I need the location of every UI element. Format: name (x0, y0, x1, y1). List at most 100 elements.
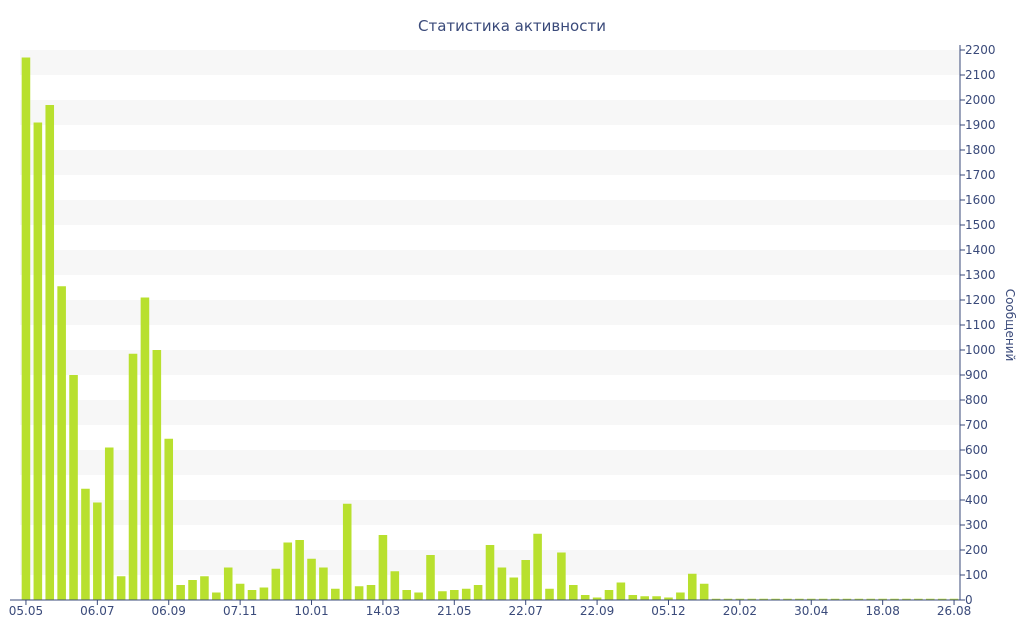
bar (676, 592, 685, 600)
bar (914, 598, 923, 600)
bar (366, 585, 376, 600)
bar (902, 598, 911, 600)
bar (723, 598, 733, 600)
grid-band (20, 500, 960, 525)
x-tick-label: 05.05 (9, 604, 43, 618)
bar (45, 105, 55, 600)
bar (795, 598, 804, 600)
bar (116, 576, 126, 600)
y-tick-label: 600 (965, 443, 988, 457)
y-axis-label: Сообщений (1003, 289, 1017, 362)
bar (878, 598, 887, 600)
bar (164, 438, 174, 600)
grid-band (20, 250, 960, 275)
y-tick-label: 0 (965, 593, 973, 607)
bar (319, 567, 328, 600)
bar (200, 576, 209, 600)
bar (81, 488, 90, 600)
bar (271, 568, 281, 600)
bar (223, 567, 233, 600)
y-tick-label: 500 (965, 468, 988, 482)
y-tick-label: 1000 (965, 343, 996, 357)
bar (652, 596, 661, 600)
bar (390, 571, 400, 600)
bar (176, 585, 185, 600)
y-tick-label: 700 (965, 418, 988, 432)
bar (450, 590, 459, 600)
bar (497, 567, 507, 600)
bar (21, 57, 31, 600)
y-tick-label: 2000 (965, 93, 996, 107)
bar (342, 503, 352, 600)
bar (569, 585, 578, 600)
x-tick-label: 26.08 (937, 604, 971, 618)
bar (557, 552, 566, 600)
y-tick-label: 400 (965, 493, 988, 507)
x-tick-label: 06.09 (152, 604, 186, 618)
y-tick-label: 1800 (965, 143, 996, 157)
bar (854, 598, 864, 600)
y-tick-label: 1600 (965, 193, 996, 207)
grid-band (20, 350, 960, 375)
bar (104, 447, 114, 600)
x-tick-label: 22.09 (580, 604, 614, 618)
y-tick-label: 800 (965, 393, 988, 407)
bar (687, 573, 697, 600)
x-tick-label: 07.11 (223, 604, 257, 618)
bar (616, 582, 626, 600)
grid-band (20, 300, 960, 325)
x-tick-label: 30.04 (794, 604, 828, 618)
bar (57, 286, 66, 600)
y-tick-label: 200 (965, 543, 988, 557)
x-tick-label: 05.12 (651, 604, 685, 618)
bar (759, 598, 768, 600)
bar (949, 598, 959, 600)
x-tick-label: 10.01 (294, 604, 328, 618)
x-tick-label: 22.07 (509, 604, 543, 618)
bar (890, 598, 899, 600)
bar (783, 598, 792, 600)
bar (93, 502, 102, 600)
bar (152, 350, 162, 600)
y-tick-label: 1100 (965, 318, 996, 332)
bar (842, 598, 852, 600)
bar (806, 598, 816, 600)
bar (521, 560, 530, 600)
grid-band (20, 400, 960, 425)
grid-bands (20, 50, 960, 575)
x-tick-label: 18.08 (865, 604, 899, 618)
bar (295, 540, 304, 600)
bar (640, 596, 649, 600)
bar (545, 588, 554, 600)
bar (283, 542, 293, 600)
bar (426, 555, 435, 600)
chart-title: Статистика активности (418, 17, 606, 35)
bar (830, 598, 840, 600)
x-tick-label: 20.02 (723, 604, 757, 618)
bar (580, 595, 590, 600)
x-tick-label: 21.05 (437, 604, 471, 618)
y-tick-label: 2200 (965, 43, 996, 57)
bar (259, 587, 269, 600)
bar (711, 598, 721, 600)
y-tick-label: 300 (965, 518, 988, 532)
bar (331, 588, 340, 600)
x-ticks: 05.05 06.07 06.09 07.11 10.01 14.03 21.05 22.07… (9, 600, 971, 618)
bar (866, 598, 876, 600)
bar (818, 598, 828, 600)
bar (128, 353, 138, 600)
y-tick-label: 1900 (965, 118, 996, 132)
bar (937, 598, 947, 600)
bar (212, 592, 221, 600)
grid-band (20, 450, 960, 475)
y-tick-label: 1200 (965, 293, 996, 307)
bar (69, 375, 78, 600)
bar (771, 598, 780, 600)
y-ticks: 0 100 200 300 400 500 600 700 800 900 1000 1100 1200… (960, 43, 996, 607)
y-tick-label: 900 (965, 368, 988, 382)
bar (438, 591, 447, 600)
grid-band (20, 50, 960, 75)
bar (140, 297, 150, 600)
y-tick-label: 1700 (965, 168, 996, 182)
